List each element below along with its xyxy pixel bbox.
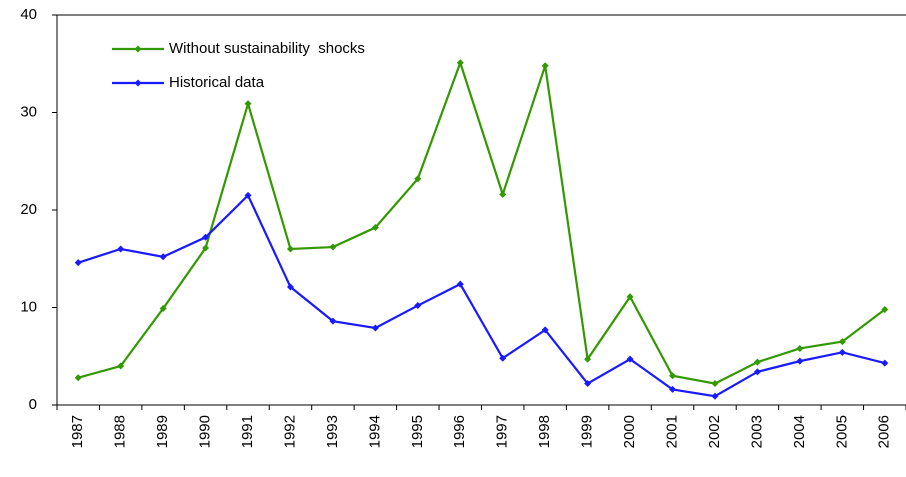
data-point: [74, 374, 82, 382]
data-point: [838, 338, 846, 346]
data-point: [159, 253, 167, 261]
data-point: [626, 293, 634, 301]
data-point: [329, 317, 337, 325]
data-point: [74, 259, 82, 267]
legend-label: Without sustainability shocks: [169, 40, 365, 57]
legend-marker: [134, 45, 142, 53]
x-tick-label: 1998: [536, 415, 553, 448]
data-point: [414, 175, 422, 183]
x-tick-label: 1993: [324, 415, 341, 448]
data-point: [456, 59, 464, 67]
y-tick-label: 30: [20, 103, 37, 120]
data-point: [584, 355, 592, 363]
data-point: [711, 380, 719, 388]
data-point: [881, 359, 889, 367]
x-tick-label: 2002: [706, 415, 723, 448]
data-point: [117, 362, 125, 370]
data-point: [371, 224, 379, 232]
x-tick-label: 2001: [663, 415, 680, 448]
x-tick-label: 1995: [409, 415, 426, 448]
x-tick-label: 2004: [791, 415, 808, 448]
data-point: [796, 357, 804, 365]
data-point: [202, 244, 210, 252]
x-tick-label: 1990: [197, 415, 214, 448]
data-point: [244, 191, 252, 199]
x-tick-label: 1988: [112, 415, 129, 448]
x-tick-label: 1996: [451, 415, 468, 448]
data-point: [499, 354, 507, 362]
x-tick-label: 2006: [876, 415, 893, 448]
series-line: [77, 193, 886, 398]
data-point: [669, 372, 677, 380]
data-point: [456, 280, 464, 288]
data-point: [541, 326, 549, 334]
data-point: [753, 368, 761, 376]
data-point: [286, 245, 294, 253]
x-tick-label: 1994: [366, 415, 383, 448]
x-tick-label: 1992: [281, 415, 298, 448]
y-tick-label: 20: [20, 201, 37, 218]
data-point: [371, 324, 379, 332]
x-tick-label: 1991: [239, 415, 256, 448]
data-point: [117, 245, 125, 253]
data-point: [541, 62, 549, 70]
x-tick-label: 2005: [833, 415, 850, 448]
data-point: [286, 283, 294, 291]
legend-marker: [134, 79, 142, 87]
data-point: [159, 304, 167, 312]
data-point: [414, 302, 422, 310]
data-point: [796, 344, 804, 352]
x-tick-label: 2003: [748, 415, 765, 448]
x-tick-label: 2000: [621, 415, 638, 448]
data-point: [881, 305, 889, 313]
data-point: [202, 233, 210, 241]
data-point: [669, 385, 677, 393]
data-point: [626, 355, 634, 363]
data-point: [584, 380, 592, 388]
x-tick-label: 1987: [69, 415, 86, 448]
x-tick-label: 1999: [579, 415, 596, 448]
x-tick-label: 1997: [494, 415, 511, 448]
data-point: [753, 358, 761, 366]
legend-label: Historical data: [169, 74, 265, 91]
data-point: [244, 100, 252, 108]
data-point: [711, 392, 719, 400]
x-tick-label: 1989: [154, 415, 171, 448]
y-tick-label: 10: [20, 298, 37, 315]
y-tick-label: 40: [20, 6, 37, 23]
data-point: [838, 348, 846, 356]
series-line: [77, 59, 886, 385]
y-tick-label: 0: [29, 396, 37, 413]
data-point: [329, 243, 337, 251]
data-point: [499, 190, 507, 198]
